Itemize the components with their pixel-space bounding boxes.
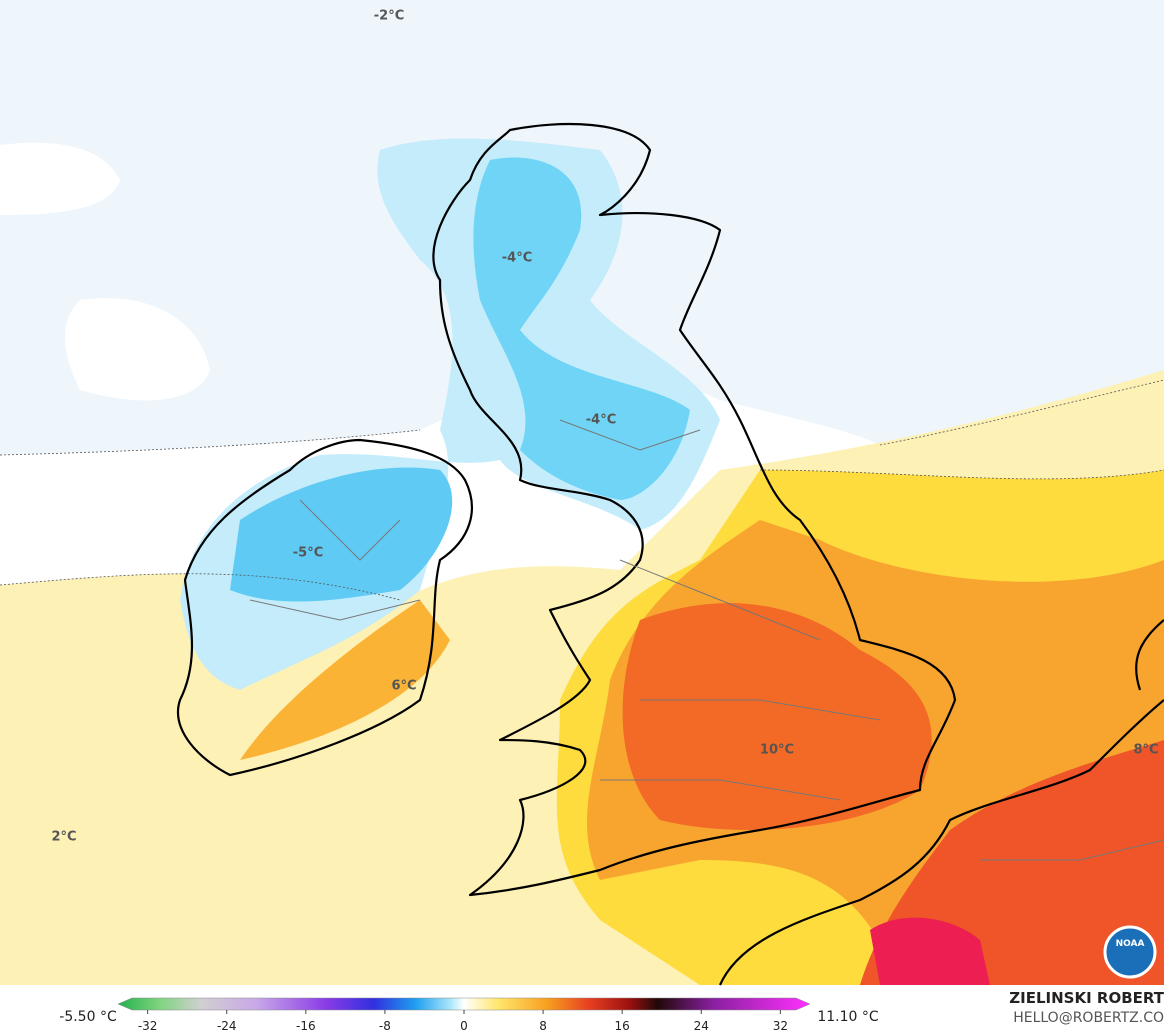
temperature-label: 8°C — [1133, 743, 1158, 758]
logo-text: NOAA — [1116, 939, 1145, 949]
colorbar-tick-label: -8 — [379, 1019, 391, 1033]
hot-england — [622, 603, 932, 830]
colorbar-tick-label: 16 — [615, 1019, 630, 1033]
colorbar-gradient — [117, 997, 811, 1011]
temperature-label: -4°C — [586, 413, 616, 428]
isotherm — [0, 379, 1164, 601]
colorbar-tick-label: -24 — [217, 1019, 237, 1033]
britain-coast — [432, 122, 957, 897]
cold-scotland — [473, 157, 690, 500]
author: ZIELINSKI ROBERT — [1009, 989, 1164, 1007]
colorbar-tick-label: 24 — [694, 1019, 709, 1033]
temperature-label: 2°C — [51, 830, 76, 845]
logo-disc — [1103, 925, 1157, 979]
colorbar-tick-label: -32 — [138, 1019, 158, 1033]
colorbar-tick-label: -16 — [296, 1019, 316, 1033]
map: NOAA — [0, 0, 1164, 986]
colorbar-tick-label: 32 — [773, 1019, 788, 1033]
temperature-labels: -2°C -4°C -4°C -5°C 6°C 10°C 8°C 2°C — [51, 9, 1158, 845]
noaa-logo: NOAA — [1103, 925, 1157, 979]
email: HELLO@ROBERTZ.CO — [1013, 1010, 1164, 1026]
colorbar: -5.50 °C 11.10 °C -32 -24 -16 -8 0 8 16 24 32 — [59, 997, 879, 1033]
min-label: -5.50 °C — [59, 1009, 117, 1025]
temperature-label: 10°C — [760, 743, 794, 758]
admin-border — [249, 419, 1164, 861]
hottest-patch — [870, 917, 990, 985]
ireland-coast — [177, 438, 473, 777]
temperature-label: 6°C — [391, 679, 416, 694]
continent-coast — [718, 619, 1164, 986]
temperature-label: -5°C — [293, 546, 323, 561]
temperature-label: -2°C — [374, 9, 404, 24]
cold-ireland — [230, 467, 453, 602]
temperature-label: -4°C — [502, 251, 532, 266]
max-label: 11.10 °C — [817, 1009, 879, 1025]
warm-ireland — [240, 600, 450, 760]
colorbar-tick-label: 0 — [460, 1019, 468, 1033]
colorbar-tick-label: 8 — [539, 1019, 547, 1033]
mild-patches — [0, 142, 210, 401]
